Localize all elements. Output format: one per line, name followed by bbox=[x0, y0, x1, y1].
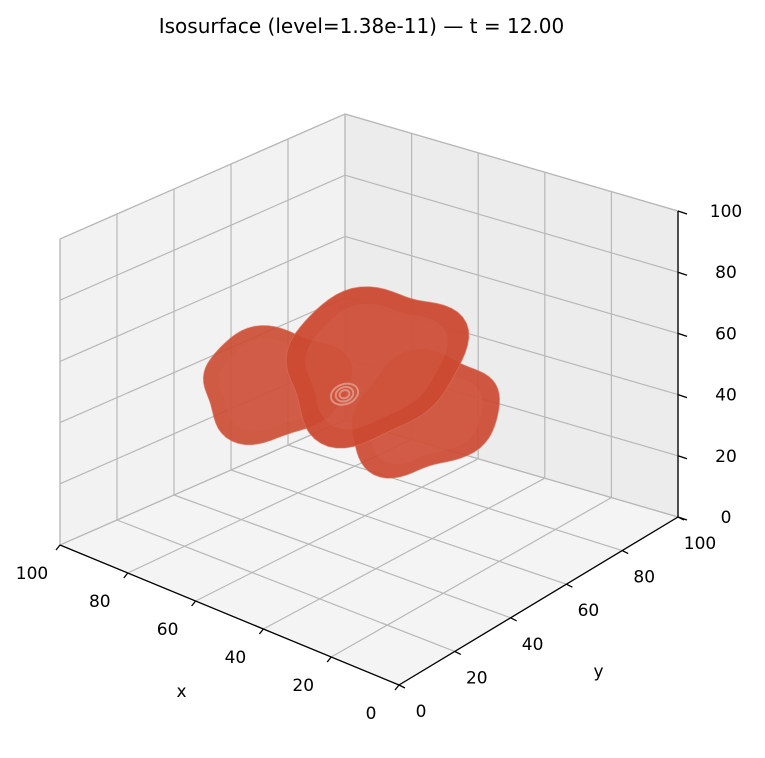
x-tick-label: 0 bbox=[366, 704, 377, 724]
z-tick-mark bbox=[677, 516, 688, 521]
floor-gridline-x bbox=[195, 458, 479, 602]
right-pane-gridline-z bbox=[344, 174, 679, 273]
surface-inner-ring bbox=[334, 385, 355, 403]
y-tick-label: 0 bbox=[416, 702, 427, 722]
x-tick-label: 20 bbox=[292, 676, 314, 696]
x-tick-mark bbox=[123, 572, 129, 579]
z-tick-label: 80 bbox=[715, 263, 737, 283]
y-tick-mark bbox=[454, 650, 462, 655]
y-tick-label: 100 bbox=[684, 534, 716, 554]
z-tick-mark bbox=[677, 393, 688, 399]
pane-top-edge bbox=[59, 113, 679, 240]
right-pane-gridline-z bbox=[344, 235, 679, 334]
y-axis-label: y bbox=[593, 662, 603, 682]
y-tick-mark bbox=[566, 583, 573, 588]
x-axis-line bbox=[59, 544, 400, 686]
x-tick-label: 40 bbox=[225, 648, 247, 668]
x-tick-mark bbox=[394, 684, 400, 691]
y-tick-label: 40 bbox=[522, 635, 544, 655]
z-tick-mark bbox=[677, 210, 688, 215]
z-tick-label: 60 bbox=[715, 324, 737, 344]
left-pane-gridline-z bbox=[59, 419, 346, 546]
floor-gridline-x bbox=[330, 497, 612, 658]
y-tick-label: 20 bbox=[466, 668, 488, 688]
floor-pane bbox=[60, 420, 678, 685]
y-tick-mark bbox=[398, 684, 406, 689]
z-tick-mark bbox=[677, 455, 688, 460]
left-pane-gridline-z bbox=[59, 235, 346, 362]
z-tick-label: 20 bbox=[715, 447, 737, 467]
z-tick-label: 0 bbox=[721, 508, 732, 528]
z-tick-mark bbox=[677, 271, 688, 276]
floor-gridline-x bbox=[263, 477, 546, 630]
y-axis-line bbox=[398, 516, 679, 686]
y-tick-mark bbox=[621, 550, 629, 555]
x-axis-label: x bbox=[176, 682, 186, 702]
x-tick-mark bbox=[191, 600, 197, 607]
x-tick-label: 60 bbox=[157, 620, 179, 640]
floor-gridline-y bbox=[287, 444, 623, 552]
chart-title: Isosurface (level=1.38e-11) — t = 12.00 bbox=[158, 14, 565, 38]
z-tick-label: 100 bbox=[710, 202, 742, 222]
x-tick-mark bbox=[55, 544, 61, 551]
y-tick-label: 80 bbox=[633, 568, 655, 588]
floor-gridline-y bbox=[116, 519, 456, 652]
axis-lines bbox=[59, 211, 679, 686]
surface-lobe-center bbox=[285, 286, 470, 449]
y-tick-mark bbox=[510, 617, 517, 622]
x-tick-label: 80 bbox=[89, 592, 111, 612]
tick-marks bbox=[55, 210, 688, 691]
surface-inner-ring bbox=[329, 382, 360, 406]
z-tick-label: 40 bbox=[715, 386, 737, 406]
left-pane-gridline-z bbox=[59, 297, 346, 424]
y-tick-label: 60 bbox=[578, 601, 600, 621]
isosurface bbox=[202, 286, 500, 479]
x-tick-mark bbox=[326, 656, 332, 663]
x-tick-mark bbox=[258, 628, 264, 635]
x-tick-label: 100 bbox=[16, 564, 48, 584]
floor-gridline-y bbox=[173, 494, 511, 619]
left-pane-gridline-z bbox=[59, 174, 346, 301]
surface-inner-ring bbox=[338, 389, 351, 400]
z-tick-mark bbox=[677, 332, 688, 338]
floor-gridline-y bbox=[230, 469, 567, 585]
